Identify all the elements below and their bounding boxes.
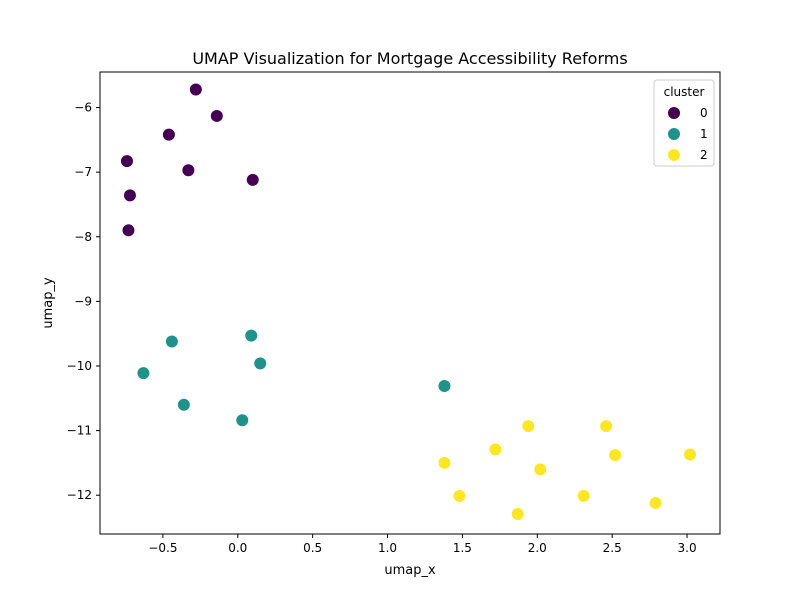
y-axis-label: umap_y [41, 277, 56, 329]
cluster-2-series [438, 420, 697, 520]
data-point [165, 335, 178, 348]
data-point [246, 173, 259, 186]
x-axis-label: umap_x [384, 563, 436, 578]
data-point [511, 507, 524, 520]
data-point [137, 367, 150, 380]
legend-label: 1 [700, 127, 708, 141]
legend: cluster 0 1 2 [653, 79, 715, 167]
x-tick-label: 2.5 [603, 541, 622, 555]
data-point [609, 449, 622, 462]
data-point [438, 456, 451, 469]
y-tick-label: −9 [74, 294, 92, 308]
y-axis: −6 −7 −8 −9 −10 −11 −12 [67, 101, 100, 502]
data-point [182, 164, 195, 177]
cluster-1-series [137, 329, 451, 427]
x-tick-label: −0.5 [148, 541, 177, 555]
cluster-0-series [120, 83, 259, 237]
x-tick-label: 1.0 [378, 541, 397, 555]
data-point [453, 489, 466, 502]
x-tick-label: 3.0 [678, 541, 697, 555]
y-tick-label: −11 [67, 424, 92, 438]
data-point [210, 109, 223, 122]
y-tick-label: −7 [74, 165, 92, 179]
x-tick-label: 0.0 [228, 541, 247, 555]
y-tick-label: −10 [67, 359, 92, 373]
x-tick-label: 0.5 [303, 541, 322, 555]
data-point [438, 380, 451, 393]
plot-area [120, 83, 697, 520]
legend-marker [668, 107, 680, 119]
data-point [122, 224, 135, 237]
y-tick-label: −8 [74, 230, 92, 244]
data-point [120, 155, 133, 168]
data-point [600, 420, 613, 433]
x-axis: −0.5 0.0 0.5 1.0 1.5 2.0 2.5 3.0 [148, 534, 697, 555]
x-tick-label: 2.0 [528, 541, 547, 555]
data-point [189, 83, 202, 96]
legend-marker [668, 128, 680, 140]
legend-box [653, 79, 715, 167]
data-point [577, 489, 590, 502]
data-point [177, 398, 190, 411]
data-point [489, 443, 502, 456]
data-point [162, 128, 175, 141]
data-point [534, 463, 547, 476]
data-point [123, 189, 136, 202]
data-point [236, 414, 249, 427]
data-point [254, 357, 267, 370]
data-point [684, 448, 697, 461]
plot-frame [99, 71, 721, 535]
legend-label: 0 [700, 106, 708, 120]
data-point [245, 329, 258, 342]
chart-title: UMAP Visualization for Mortgage Accessib… [192, 49, 627, 68]
y-tick-label: −12 [67, 488, 92, 502]
x-tick-label: 1.5 [453, 541, 472, 555]
data-point [649, 496, 662, 509]
legend-title: cluster [664, 85, 705, 99]
legend-label: 2 [700, 148, 708, 162]
data-point [522, 420, 535, 433]
y-tick-label: −6 [74, 101, 92, 115]
legend-marker [668, 149, 680, 161]
